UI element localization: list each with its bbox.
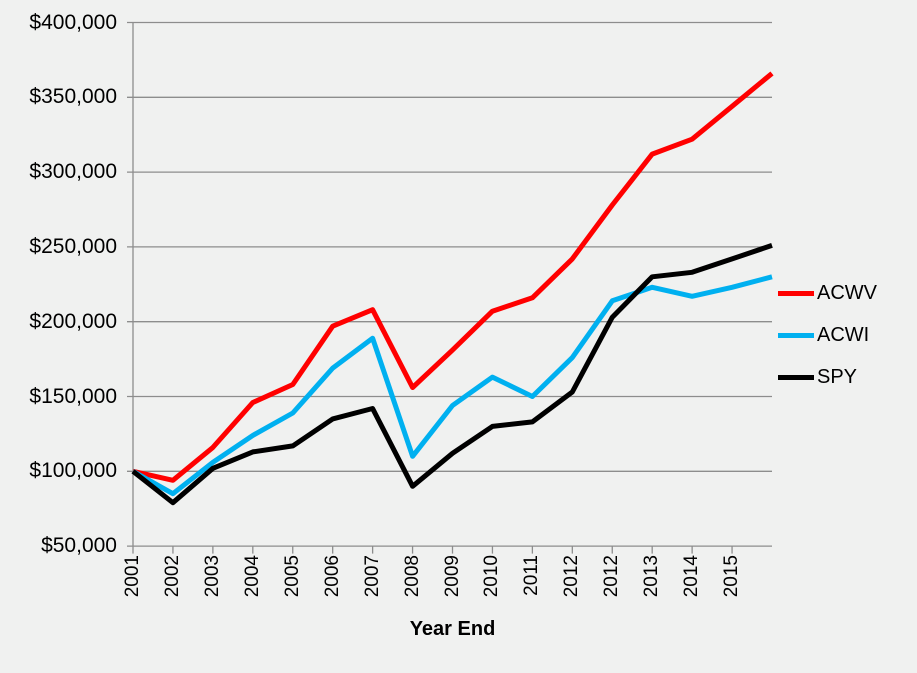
x-axis-tick-label: 2015: [721, 555, 743, 598]
x-axis-tick-label: 2012: [561, 555, 583, 598]
x-axis-title: Year End: [409, 618, 496, 640]
gridlines: [127, 21, 772, 547]
y-axis-tick-label: $100,000: [29, 459, 117, 483]
x-axis-tick-label: 2007: [361, 555, 383, 598]
series-line-spy: [131, 243, 773, 506]
x-axis-tick-label: 2008: [401, 555, 423, 598]
legend-item-spy: SPY: [778, 366, 857, 388]
legend-label-acwi: ACWI: [817, 323, 870, 346]
y-axis-tick-label: $250,000: [29, 234, 117, 258]
y-axis-tick-label: $300,000: [29, 160, 117, 184]
legend-item-acwv: ACWV: [778, 282, 877, 304]
y-axis-tick-label: $350,000: [29, 85, 117, 109]
legend-label-acwv: ACWV: [817, 281, 877, 304]
legend-label-spy: SPY: [817, 365, 858, 388]
y-axis-tick-label: $50,000: [41, 534, 117, 558]
x-axis-tick-label: 2010: [481, 555, 503, 598]
x-axis-tick-label: 2003: [201, 555, 223, 598]
x-axis-tick-label: 2002: [161, 555, 183, 598]
y-axis-tick-label: $400,000: [29, 10, 117, 34]
x-axis-tick-label: 2011: [521, 555, 543, 596]
acwv-line-swatch: [778, 290, 814, 296]
x-axis-tick-label: 2001: [122, 555, 143, 598]
spy-line-swatch: [778, 374, 814, 380]
series-line-acwv: [132, 71, 774, 483]
x-axis-tick-label: 2014: [681, 555, 703, 598]
acwi-line-swatch: [778, 332, 814, 338]
x-axis-tick-label: 2013: [641, 555, 663, 598]
series-line-acwi: [131, 274, 773, 497]
legend-item-acwi: ACWI: [778, 324, 869, 346]
x-axis-ticks: [132, 546, 733, 554]
x-axis-tick-label: 2009: [441, 555, 463, 598]
x-axis-tick-label: 2005: [281, 555, 303, 598]
series-lines: [131, 71, 774, 506]
x-axis-tick-label: 2012: [601, 555, 623, 598]
x-axis-tick-label: 2004: [241, 555, 263, 598]
y-axis-tick-label: $150,000: [29, 384, 117, 408]
y-axis-tick-label: $200,000: [29, 309, 117, 333]
x-axis-tick-label: 2006: [321, 555, 343, 598]
